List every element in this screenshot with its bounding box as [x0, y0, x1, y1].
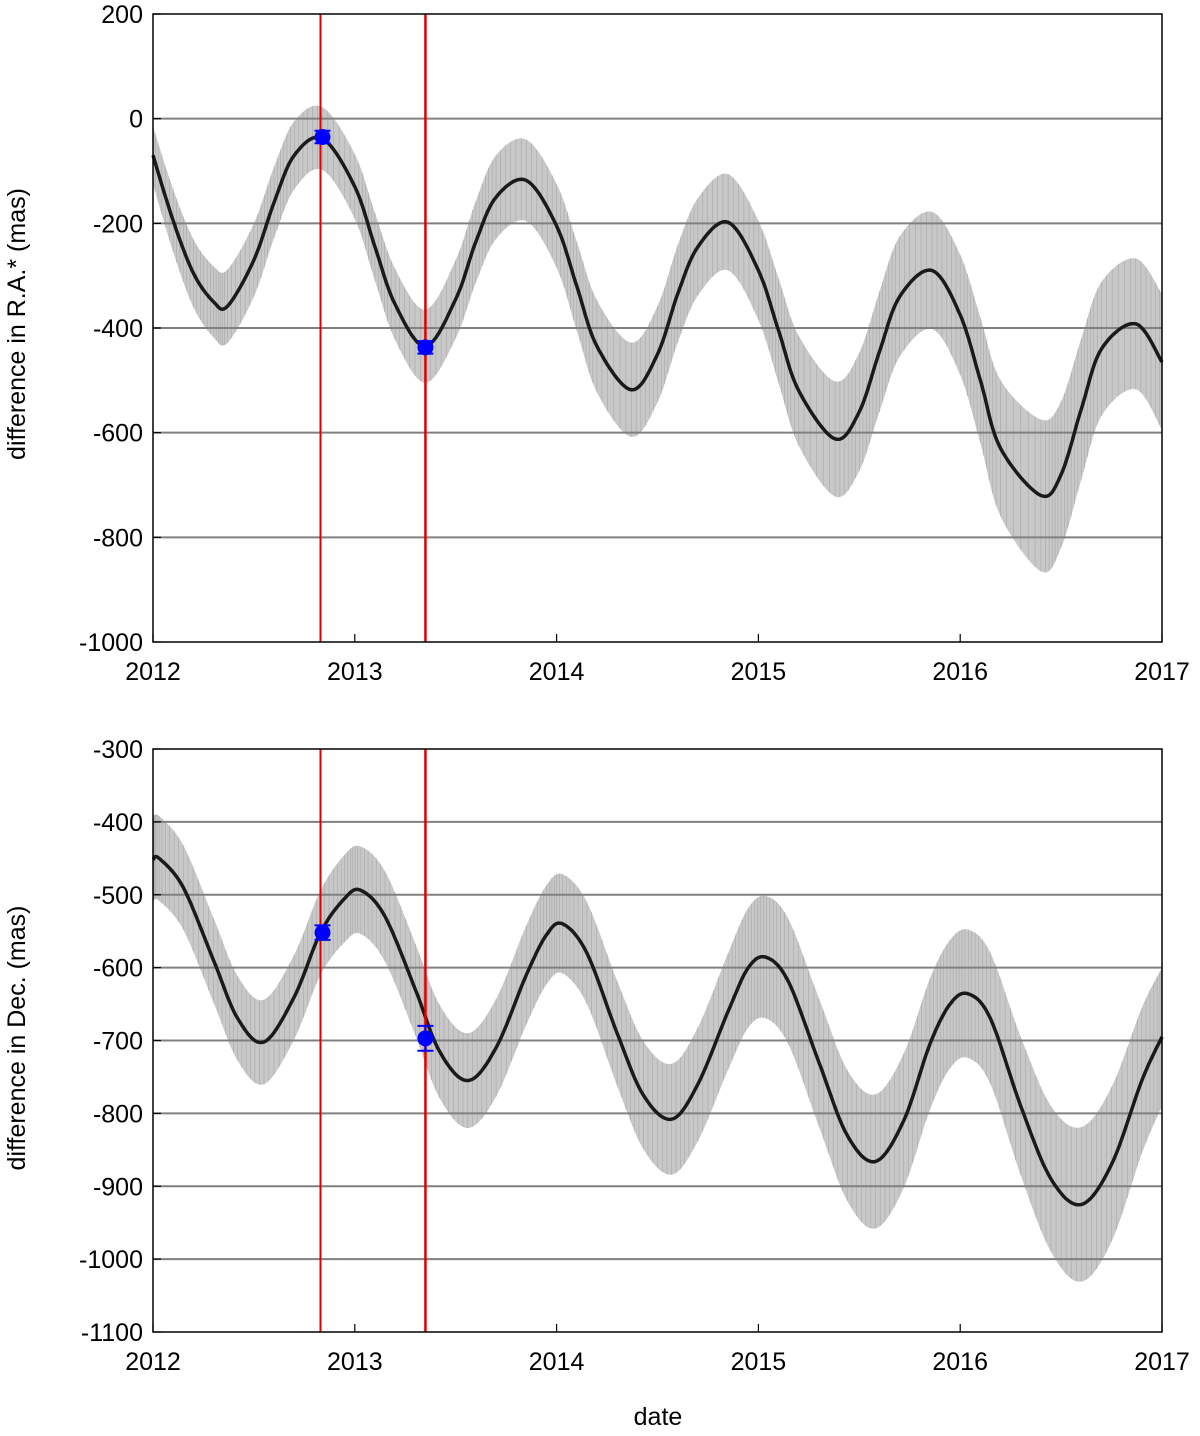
ra-observation-point [314, 128, 331, 145]
dec-y-tick-label: -800 [93, 1100, 143, 1128]
dec-grid-layer [153, 820, 1162, 1261]
dec-panel: -300 -400 -500 -600 -700 -800 -900 -1000 -1100 2… [3, 736, 1190, 1431]
dec-x-tick-label: 2013 [327, 1348, 383, 1376]
ra-y-tick-label: -200 [93, 210, 143, 238]
ra-observation-point [417, 339, 434, 356]
ra-model-curve [151, 135, 1164, 499]
dec-uncertainty-band-layer [152, 814, 1163, 1282]
ra-epoch-lines-layer [319, 14, 427, 642]
ra-y-tick-label: -800 [93, 524, 143, 552]
dec-y-tick-label: -400 [93, 809, 143, 837]
dec-y-axis-label: difference in Dec. (mas) [3, 906, 31, 1171]
dec-y-tick-label: -600 [93, 955, 143, 983]
ra-x-tick-labels: 2012 2013 2014 2015 2016 2017 [125, 634, 1190, 686]
dec-x-tick-label: 2015 [731, 1348, 787, 1376]
ra-y-tick-label: -400 [93, 315, 143, 343]
ra-y-axis-label: difference in R.A.* (mas) [3, 188, 31, 460]
dec-y-tick-labels: -300 -400 -500 -600 -700 -800 -900 -1000 -1100 [79, 736, 161, 1347]
ra-y-tick-label: -600 [93, 420, 143, 448]
dec-x-tick-label: 2017 [1134, 1348, 1190, 1376]
dec-x-tick-label: 2016 [932, 1348, 988, 1376]
dec-y-tick-label: -1000 [79, 1246, 143, 1274]
ra-x-tick-label: 2016 [932, 658, 988, 686]
dec-observation-point [314, 924, 331, 941]
dec-y-tick-label: -900 [93, 1173, 143, 1201]
ra-x-tick-label: 2013 [327, 658, 383, 686]
ra-model-curve-layer [151, 135, 1164, 499]
ra-y-tick-label: -1000 [79, 629, 143, 657]
dec-x-tick-label: 2014 [529, 1348, 585, 1376]
ra-uncertainty-band-layer [152, 105, 1163, 573]
ra-x-tick-label: 2015 [731, 658, 787, 686]
dec-y-tick-label: -700 [93, 1028, 143, 1056]
ra-x-tick-label: 2012 [125, 658, 181, 686]
dec-x-tick-label: 2012 [125, 1348, 181, 1376]
dec-observations-layer [314, 924, 434, 1052]
dec-observation-point [417, 1030, 434, 1047]
ra-x-tick-label: 2014 [529, 658, 585, 686]
dec-y-tick-label: -300 [93, 736, 143, 764]
dec-y-tick-label: -1100 [81, 1319, 143, 1347]
dec-y-tick-label: -500 [93, 882, 143, 910]
dec-model-curve [151, 854, 1164, 1207]
ra-y-tick-label: 0 [129, 106, 143, 134]
ra-observations-layer [314, 128, 434, 356]
dec-model-curve-layer [151, 854, 1164, 1207]
dec-x-tick-labels: 2012 2013 2014 2015 2016 2017 [125, 1324, 1190, 1376]
ra-y-tick-labels: 200 0 -200 -400 -600 -800 -1000 [79, 1, 161, 657]
ra-y-tick-label: 200 [101, 1, 143, 29]
dec-x-axis-label: date [634, 1403, 683, 1431]
ra-x-tick-label: 2017 [1134, 658, 1190, 686]
